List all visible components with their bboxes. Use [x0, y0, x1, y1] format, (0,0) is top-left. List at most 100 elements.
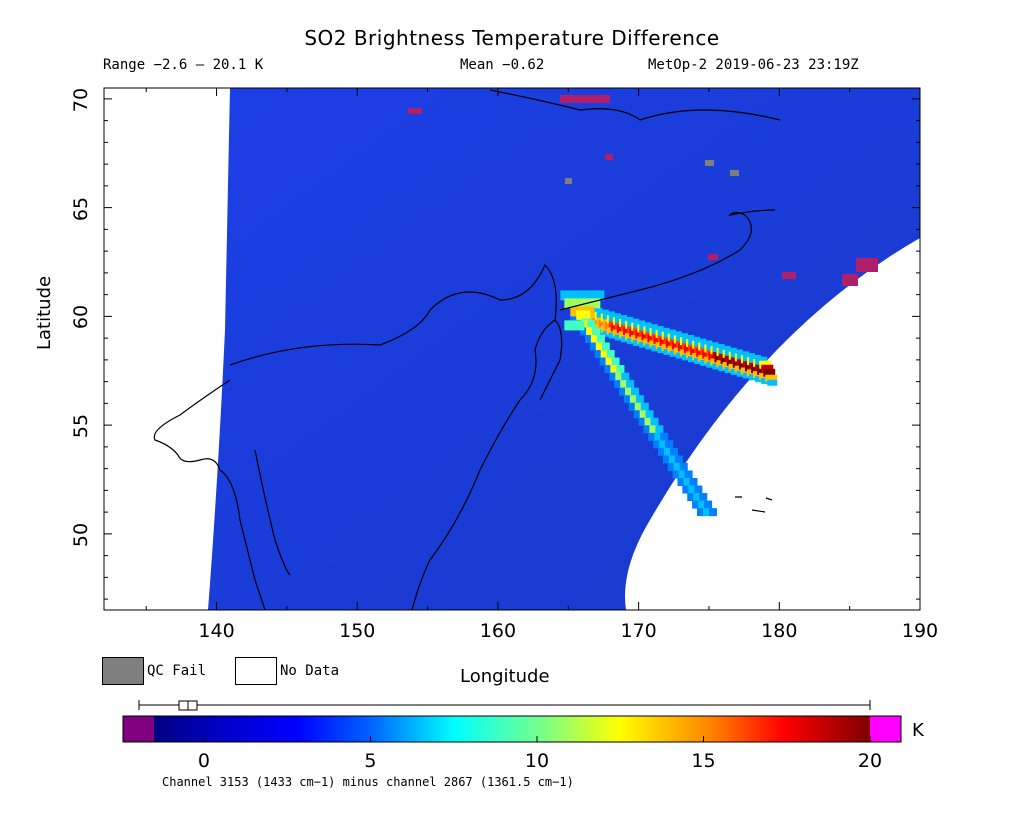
x-tick-label: 150 — [339, 620, 376, 642]
plume-pixel — [679, 462, 688, 471]
plume-pixel — [658, 447, 667, 456]
plume-pixel — [767, 379, 778, 386]
plume-pixel — [660, 432, 669, 441]
satellite-time-text: MetOp-2 2019-06-23 23:19Z — [648, 57, 859, 73]
qc-pixel — [565, 178, 572, 184]
no-data-swatch — [235, 657, 277, 685]
plume-pixel — [639, 410, 648, 419]
plume-pixel — [763, 368, 776, 377]
plume-pixel — [599, 357, 608, 366]
x-tick-label: 140 — [198, 620, 235, 642]
over-pixel — [408, 108, 422, 114]
y-tick-label: 70 — [70, 87, 92, 112]
plume-pixel — [644, 417, 653, 426]
plume-pixel — [610, 365, 619, 374]
y-tick-label: 65 — [70, 196, 92, 221]
plume-pixel — [590, 334, 599, 343]
coastline-chukotka — [559, 209, 776, 311]
plume-pixel — [560, 290, 605, 301]
plume-pixel — [688, 485, 697, 494]
x-tick-label: 160 — [479, 620, 517, 642]
no-data-label: No Data — [280, 663, 340, 679]
channel-caption: Channel 3153 (1433 cm−1) minus channel 2… — [162, 775, 574, 789]
colorbar-tick-label: 20 — [857, 750, 883, 772]
coastline-islands — [735, 496, 773, 513]
so2-plume — [560, 290, 778, 517]
qc-fail-label: QC Fail — [147, 663, 207, 679]
plume-pixel — [615, 372, 624, 381]
x-tick-label: 180 — [761, 620, 798, 642]
over-range-pixels — [408, 95, 878, 286]
plume-pixel — [689, 478, 698, 487]
plume-pixel — [626, 380, 635, 389]
plume-pixel — [601, 342, 610, 351]
plume-pixel — [625, 387, 634, 396]
plume-pixel — [682, 485, 691, 494]
colorbar-tick-label: 0 — [197, 750, 210, 772]
mean-text: Mean −0.62 — [460, 57, 545, 73]
plume-pixel — [655, 425, 664, 434]
coastline-kamchatka — [411, 319, 556, 610]
plume-pixel — [702, 508, 711, 517]
range-text: Range −2.6 – 20.1 K — [103, 57, 264, 73]
plume-pixel — [620, 380, 629, 389]
plume-pixel — [587, 319, 596, 328]
plume-pixel — [594, 350, 603, 359]
colorbar-frame — [122, 715, 902, 743]
plume-pixel — [684, 470, 693, 479]
y-axis-label: Latitude — [34, 275, 55, 350]
coastline-kamchatka-east — [539, 319, 563, 401]
plume-pixel — [650, 417, 659, 426]
qc-pixel — [705, 160, 714, 166]
y-tick-label: 55 — [70, 414, 92, 439]
plume-pixel — [699, 493, 708, 502]
over-pixel — [560, 95, 610, 103]
plume-pixel — [649, 425, 658, 434]
colorbar-gradient — [154, 716, 870, 742]
plume-pixel — [693, 493, 702, 502]
plume-pixel — [708, 508, 717, 517]
plume-pixel — [670, 447, 679, 456]
plume-pixel — [698, 500, 707, 509]
plume-pixel — [668, 455, 677, 464]
colorbar — [122, 700, 902, 743]
plot-frame — [103, 87, 921, 611]
plume-pixel — [600, 350, 609, 359]
over-pixel — [605, 154, 613, 160]
plume-pixel — [662, 455, 671, 464]
plume-pixel — [564, 320, 585, 331]
coastline-arctic — [489, 89, 781, 121]
plume-pixel — [687, 493, 696, 502]
plume-pixel — [704, 500, 713, 509]
plume-pixel — [633, 410, 642, 419]
plume-pixel — [665, 440, 674, 449]
coastlines — [153, 89, 781, 610]
plume-pixel — [616, 365, 625, 374]
x-tick-label: 190 — [901, 620, 939, 642]
plume-pixel — [580, 327, 589, 336]
plume-pixel — [631, 387, 640, 396]
plume-pixel — [595, 342, 604, 351]
coastline-asia — [153, 379, 266, 610]
colorbar-under — [123, 716, 154, 742]
qc-pixel — [730, 170, 739, 176]
plume-pixel — [673, 462, 682, 471]
plume-pixel — [581, 319, 590, 328]
over-pixel — [708, 254, 718, 260]
colorbar-over — [870, 716, 901, 742]
plume-pixel — [645, 410, 654, 419]
over-pixel — [782, 272, 796, 279]
plume-pixel — [606, 350, 615, 359]
plume-pixel — [659, 440, 668, 449]
plume-pixel — [648, 432, 657, 441]
plume-pixel — [621, 372, 630, 381]
plume-pixel — [640, 402, 649, 411]
plume-pixel — [643, 425, 652, 434]
plume-pixel — [611, 357, 620, 366]
y-tick-label: 50 — [70, 522, 92, 547]
plume-pixel — [564, 298, 601, 309]
colorbar-tick-marks — [203, 736, 871, 742]
qc-fail-swatch — [102, 657, 144, 685]
plume-pixel — [638, 417, 647, 426]
